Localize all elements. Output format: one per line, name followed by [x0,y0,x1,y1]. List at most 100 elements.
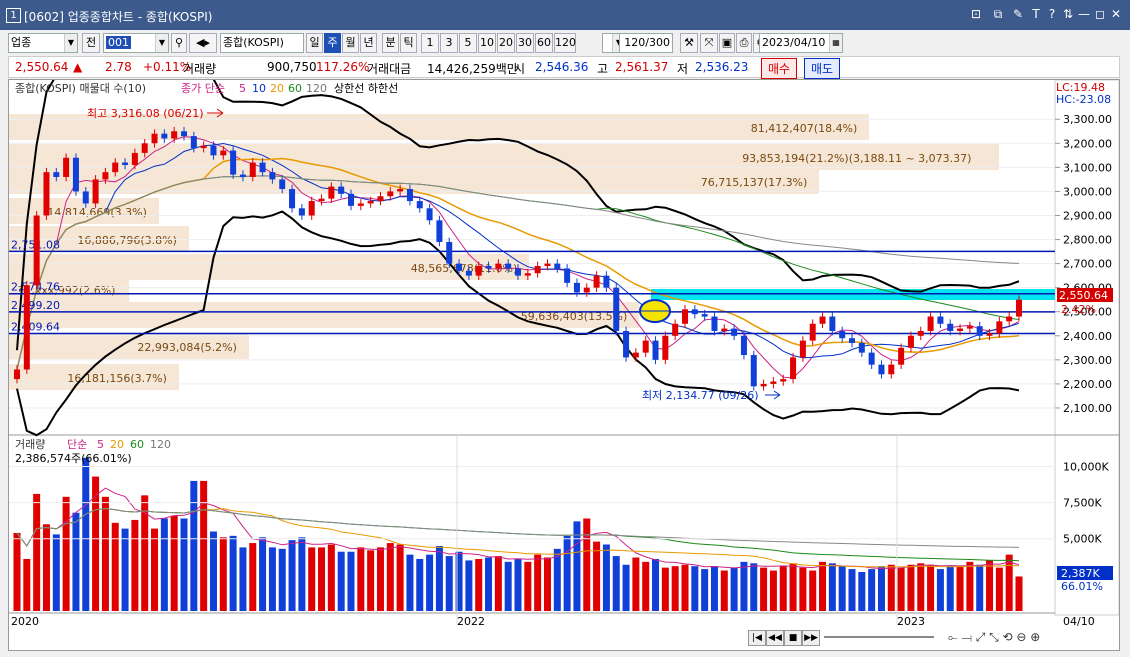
interval-10[interactable]: 10 [478,33,496,53]
period-week[interactable]: 주 [324,33,341,53]
sell-button[interactable]: 매도 [804,58,841,79]
volume-bar [720,570,728,611]
volume-bar [504,561,512,611]
text-icon[interactable]: T [1032,7,1040,21]
volume-bar [691,566,699,611]
save-icon[interactable]: ▣ [719,33,735,53]
price-legend-ma-title: 종가 단순 [181,82,225,95]
candle-body [711,316,718,331]
prev-button[interactable]: 전 [82,33,100,53]
scroll-slider[interactable] [824,636,934,638]
candle-body [33,215,40,286]
help-icon[interactable]: ? [1048,7,1056,21]
interval-120[interactable]: 120 [554,33,576,53]
volume-bar [868,569,876,611]
profile-bar [9,144,999,170]
volume-bar [485,557,493,611]
volume-bar [966,561,974,611]
volume-bar [828,563,836,611]
volume-bar [239,547,247,611]
low-label: 저 [677,62,689,76]
volume-bar [160,518,168,611]
sound-icon[interactable]: ◀▸ [189,33,217,53]
volume-bar [897,567,905,611]
price-tick-label: 2,300.00 [1063,354,1112,367]
first-icon[interactable]: |◀ [748,630,766,646]
date-input[interactable]: 2023/04/10 ▦ [759,33,843,53]
support-label: 2,499.20 [11,299,60,312]
volume-bar [52,534,60,611]
interval-60[interactable]: 60 [535,33,553,53]
profile-label: 16,181,156(3.7%) [67,372,167,385]
volume-pct: 117.26% [316,60,370,74]
copy-icon[interactable]: ⧉ [993,7,1003,21]
interval-20[interactable]: 20 [497,33,515,53]
next-page-icon[interactable]: ▶▶ [802,630,820,646]
candle-body [760,383,767,387]
period-day[interactable]: 일 [306,33,323,53]
interval-5[interactable]: 5 [459,33,477,53]
candle-body [750,355,757,387]
buy-button[interactable]: 매수 [761,58,798,79]
candle-body [623,330,630,358]
volume-bar [494,556,502,611]
market-select[interactable]: 업종 ▼ [8,33,78,53]
current-volume-tag [1057,566,1113,580]
print-icon[interactable]: ⎙ [736,33,752,53]
candle-body [406,189,413,202]
volume-bar [956,566,964,611]
screen-icon[interactable]: ⊡ [970,7,982,21]
tool-icon[interactable]: ⚒ [680,33,698,53]
candle-body [318,198,325,202]
candle-body [937,316,944,324]
period-month[interactable]: 월 [342,33,359,53]
window-number: 1 [6,8,21,23]
price-volume-chart[interactable]: 16,181,156(3.7%) 22,993,084(5.2%) 59,636,4… [9,80,1119,650]
volume-bar [740,561,748,611]
volume-bar [209,531,217,611]
chart-area[interactable]: 16,181,156(3.7%) 22,993,084(5.2%) 59,636,4… [8,79,1120,651]
ma20-legend: 20 [270,82,284,95]
volume-bar [632,557,640,611]
period-year[interactable]: 년 [360,33,377,53]
y-axis-panel [1054,80,1119,616]
volume-bar [347,551,355,611]
period-tick[interactable]: 틱 [400,33,417,53]
candle-body [799,340,806,358]
interval-1[interactable]: 1 [421,33,439,53]
price-tick-label: 2,100.00 [1063,402,1112,415]
index-name[interactable]: 종합(KOSPI) [220,33,304,53]
price-tick-label: 2,200.00 [1063,378,1112,391]
candle-body [446,241,453,264]
trend-icon[interactable]: ⤧ [700,33,718,53]
prev-page-icon[interactable]: ◀◀ [766,630,784,646]
candle-body [131,152,138,165]
interval-3[interactable]: 3 [440,33,458,53]
search-icon[interactable]: ⚲ [171,33,187,53]
volume-bar [701,569,709,611]
volume-bar [92,476,100,611]
close-icon[interactable]: ✕ [1110,7,1122,21]
candle-body [868,352,875,365]
count-input[interactable]: 120/300 [619,33,673,53]
volume-bar [907,564,915,611]
volume-bar [848,569,856,611]
candle-body [259,162,266,173]
candle-body [102,172,109,180]
volume-bar [121,528,129,611]
code-input[interactable]: 001 ▼ [103,33,169,53]
period-minute[interactable]: 분 [382,33,399,53]
stop-icon[interactable]: ■ [784,630,802,646]
profile-label: 81,412,407(18.4%) [751,122,858,135]
minimize-icon[interactable]: — [1078,7,1090,21]
highlight-band [651,289,1055,300]
edit-icon[interactable]: ✎ [1012,7,1024,21]
volume-bar [887,564,895,611]
support-label: 2,409.64 [11,320,60,333]
volume-bar [877,566,885,611]
interval-30[interactable]: 30 [516,33,534,53]
sort-icon[interactable]: ⇅ [1062,7,1074,21]
zoom-tools-icon[interactable]: ⟜ ⟞ ⤢ ⤡ ⟲ ⊖ ⊕ [948,630,1041,644]
maximize-icon[interactable]: ◻ [1095,7,1105,21]
current-volume-pct: 66.01% [1061,580,1103,593]
